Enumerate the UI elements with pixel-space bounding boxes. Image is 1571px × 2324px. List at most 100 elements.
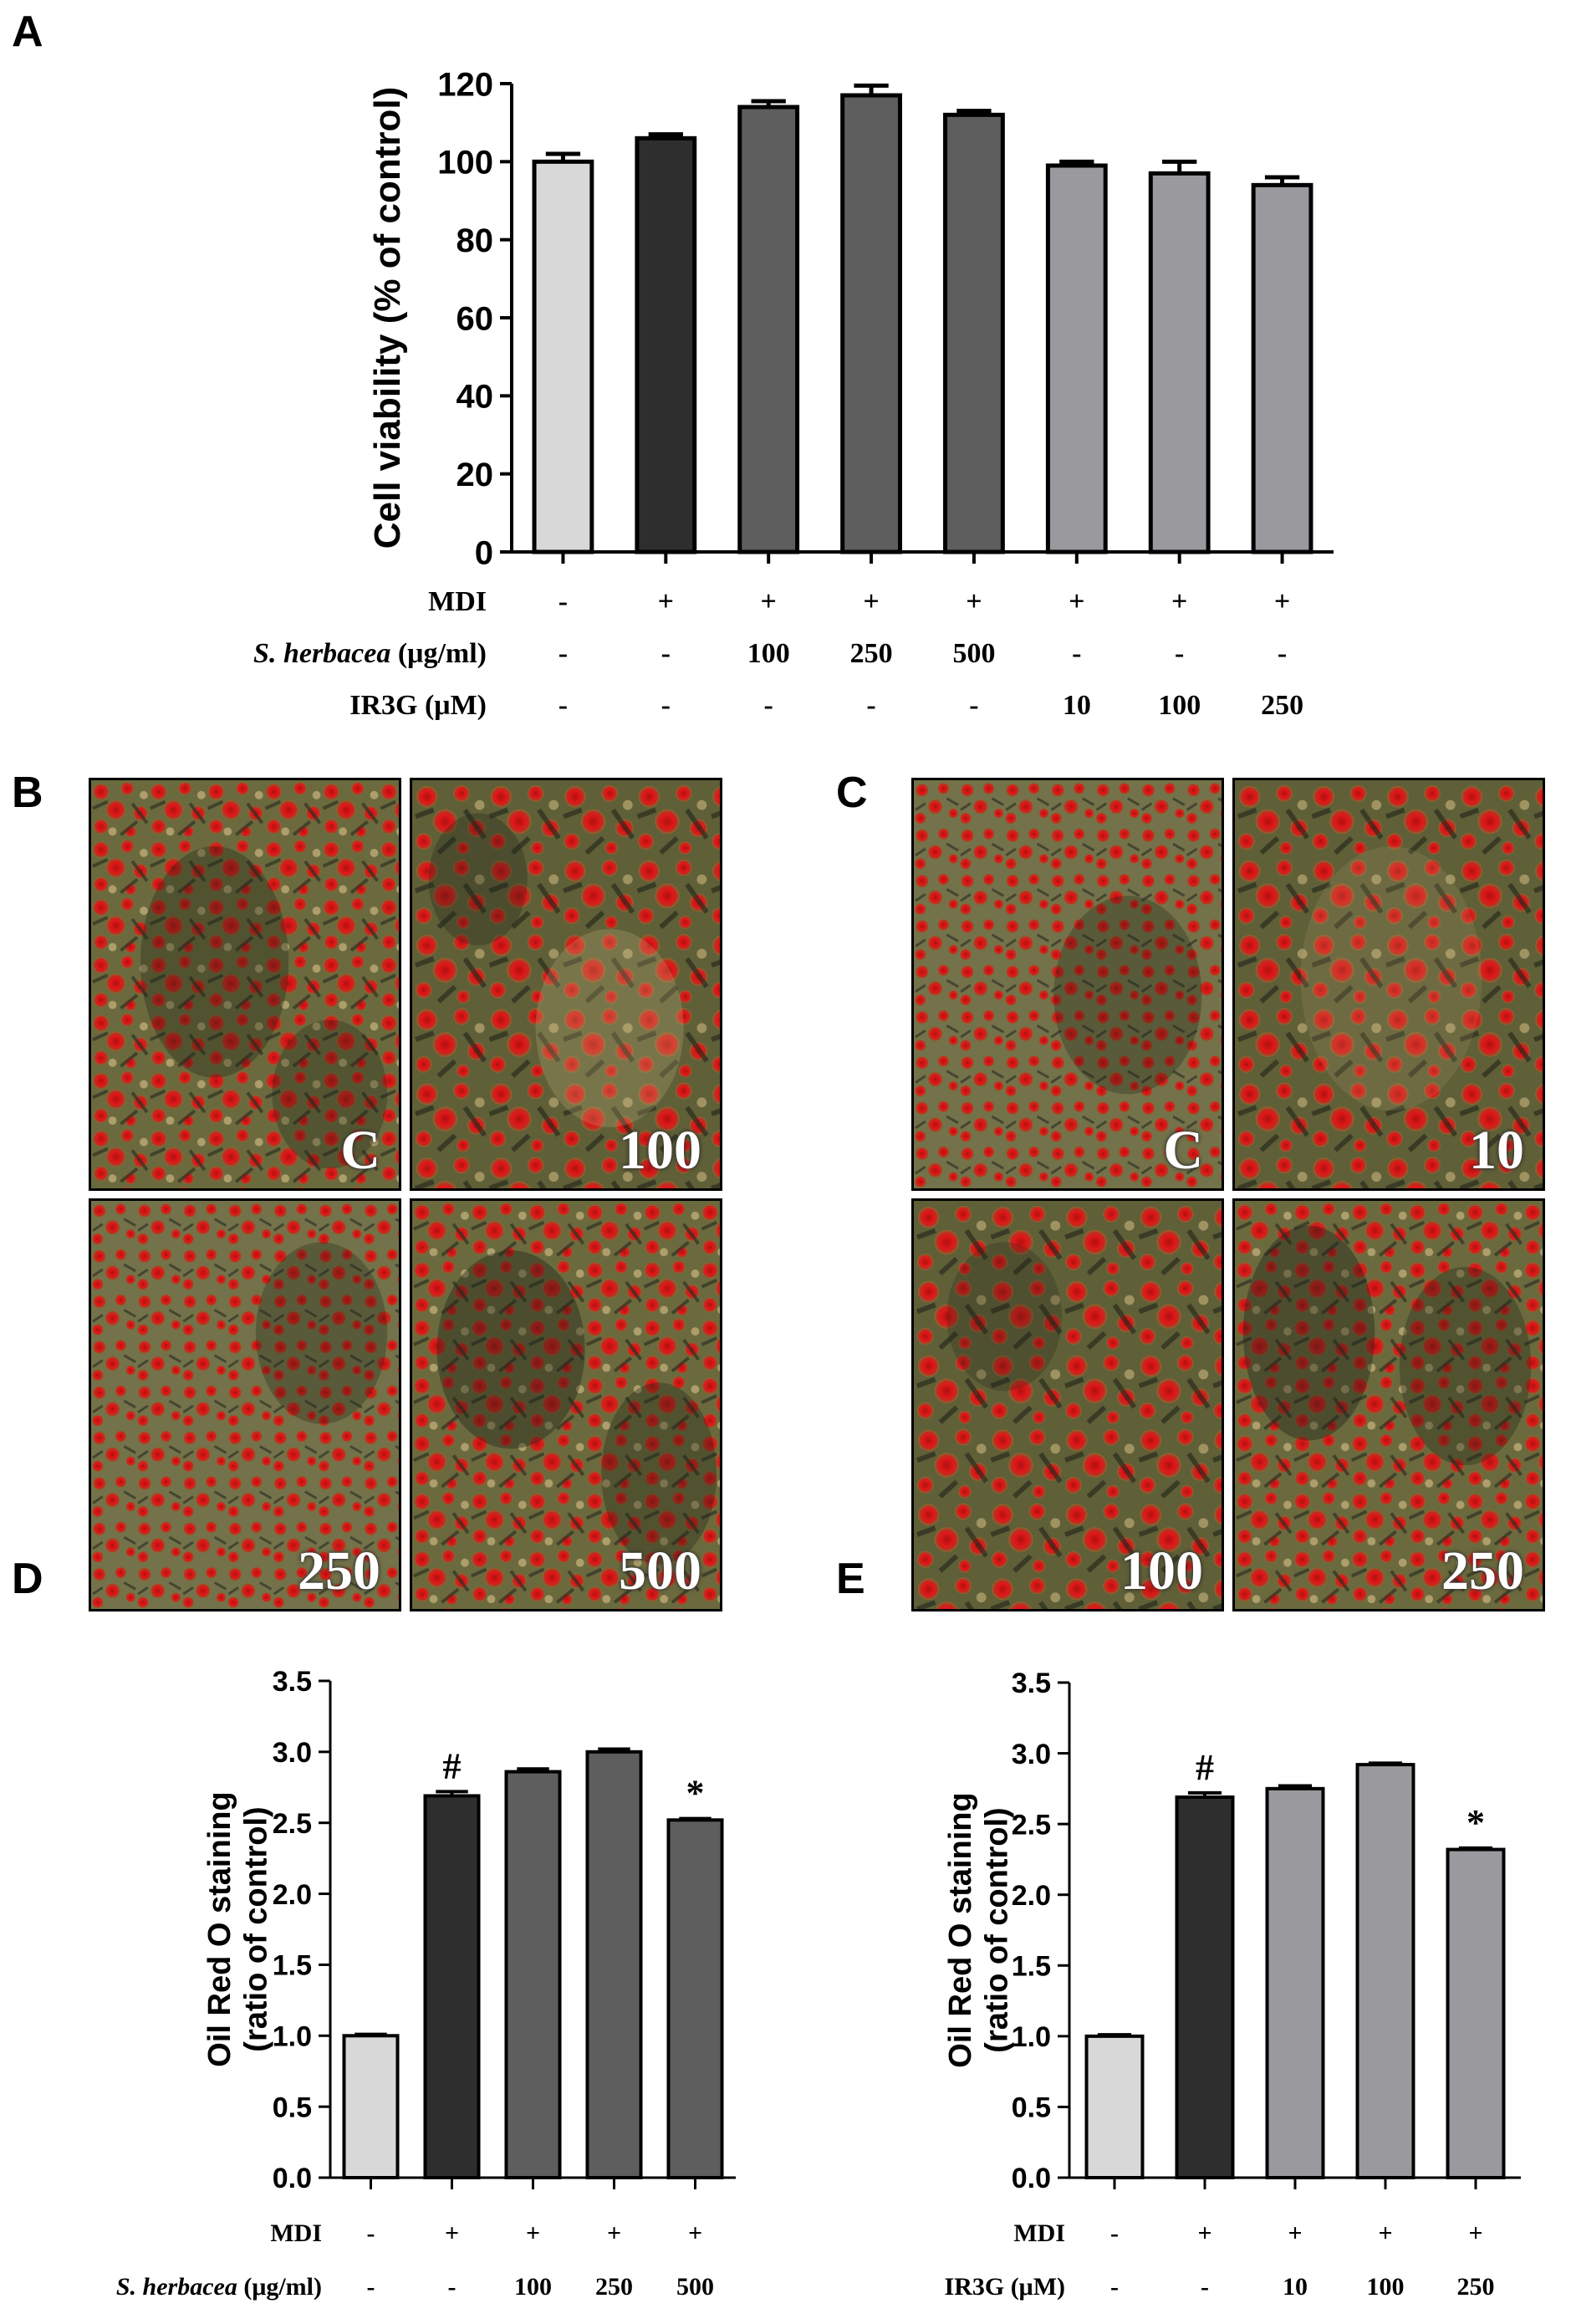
y-tick-label: 0.0	[273, 2163, 312, 2194]
y-tick-label: 0	[475, 534, 493, 571]
bar-1	[1084, 2034, 1145, 2179]
row-label-unit: (μg/ml)	[237, 2273, 322, 2301]
bar-7	[1148, 171, 1211, 554]
row-cell: -	[367, 2219, 375, 2247]
row-cell: +	[1468, 2219, 1482, 2247]
row-cell: -	[969, 690, 978, 721]
row-cell: +	[607, 2219, 621, 2247]
row-label-1: MDI	[1013, 2219, 1065, 2247]
bar-4	[585, 1749, 643, 2179]
row-cell: -	[1201, 2273, 1209, 2301]
row-label-italic: S. herbacea	[253, 638, 390, 669]
row-label-1: MDI	[270, 2219, 322, 2247]
y-tick-label: 2.5	[1012, 1809, 1051, 1841]
row-cell: -	[559, 690, 568, 721]
bar-8	[1251, 182, 1313, 554]
significance-mark-2: #	[443, 1745, 462, 1786]
panel-label-b: B	[12, 769, 43, 817]
row-cell: +	[1274, 586, 1290, 617]
bar-5	[666, 1818, 724, 2179]
row-cell: -	[1175, 638, 1184, 669]
y-tick-label: 1.5	[273, 1950, 312, 1982]
row-label-2: S. herbacea (μg/ml)	[116, 2273, 322, 2301]
panel-label-a: A	[12, 8, 43, 56]
y-axis-label: Cell viability (% of control)	[367, 87, 408, 549]
y-tick-label: 40	[457, 379, 494, 416]
y-axis-label-line2: (ratio of control)	[239, 1806, 274, 2051]
micrograph-b-2: 100	[410, 778, 722, 1191]
micrograph-b-1-label: C	[340, 1120, 380, 1181]
y-tick-label: 80	[457, 222, 494, 259]
row-label-italic: S. herbacea	[116, 2273, 237, 2301]
row-cell: 250	[1457, 2273, 1495, 2301]
micrograph-c-1: C	[911, 778, 1224, 1191]
y-tick-label: 100	[437, 145, 493, 181]
y-tick-label: 2.0	[1012, 1880, 1051, 1912]
row-cell: -	[661, 638, 671, 669]
y-tick-label: 1.0	[1012, 2021, 1051, 2053]
row-cell: 10	[1283, 2273, 1308, 2301]
row-label-2: S. herbacea (μg/ml)	[253, 638, 487, 669]
row-cell: 100	[1367, 2273, 1405, 2301]
bar-4	[840, 93, 902, 554]
row-cell: -	[1278, 638, 1287, 669]
panel-label-d: D	[12, 1555, 43, 1603]
panel-label-e: E	[836, 1555, 865, 1603]
y-tick-label: 3.0	[273, 1737, 312, 1769]
y-axis-label-line1: Oil Red O staining	[943, 1792, 978, 2067]
micrograph-c-3: 100	[911, 1198, 1224, 1611]
y-tick-label: 0.5	[273, 2092, 312, 2123]
row-cell: +	[863, 586, 879, 617]
micrograph-b-2-label: 100	[619, 1120, 701, 1181]
micrograph-c-4: 250	[1232, 1198, 1545, 1611]
panel-label-c: C	[836, 769, 868, 817]
bar-2	[1175, 1795, 1235, 2179]
row-cell: -	[559, 638, 568, 669]
micrograph-b-4: 500	[410, 1198, 722, 1611]
row-label-3: IR3G (μM)	[349, 690, 487, 721]
row-cell: +	[445, 2219, 459, 2247]
row-cell: -	[1110, 2219, 1119, 2247]
y-tick-label: 1.0	[273, 2021, 312, 2053]
y-tick-label: 1.5	[1012, 1951, 1051, 1983]
row-label-1: MDI	[428, 586, 487, 617]
micrograph-c-2-label: 10	[1469, 1120, 1524, 1181]
row-cell: 100	[1158, 690, 1201, 721]
bar-1	[532, 159, 594, 554]
bar-2	[423, 1794, 481, 2179]
row-cell: -	[1072, 638, 1081, 669]
row-cell: +	[1288, 2219, 1302, 2247]
row-cell: +	[1197, 2219, 1211, 2247]
chart-e: 0.0 0.5 1.0 1.5 2.0 2.5 3.0 3.5 # * Oil Red O stai…	[943, 1668, 1521, 2301]
row-label-unit: (μg/ml)	[390, 638, 487, 669]
row-cell: +	[1378, 2219, 1392, 2247]
micrograph-b-3-label: 250	[298, 1540, 380, 1601]
y-tick-label: 2.0	[273, 1879, 312, 1911]
row-cell: +	[526, 2219, 540, 2247]
bar-5	[1446, 1847, 1506, 2179]
row-cell: +	[1069, 586, 1084, 617]
row-cell: +	[966, 586, 982, 617]
micrograph-b-4-label: 500	[619, 1540, 701, 1601]
bar-6	[1045, 163, 1108, 554]
significance-mark-5: *	[686, 1773, 705, 1814]
y-tick-label: 0.0	[1012, 2163, 1051, 2194]
row-label-2: IR3G (μM)	[945, 2273, 1065, 2301]
micrograph-c-2: 10	[1232, 778, 1545, 1191]
y-tick-label: 120	[437, 66, 493, 103]
bar-3	[504, 1770, 562, 2179]
row-cell: 250	[1261, 690, 1303, 721]
micrograph-c-1-label: C	[1163, 1120, 1203, 1181]
bar-2	[635, 135, 697, 554]
row-cell: 250	[850, 638, 893, 669]
row-cell: -	[559, 586, 568, 617]
y-tick-label: 20	[457, 457, 494, 493]
y-tick-label: 0.5	[1012, 2092, 1051, 2124]
bar-4	[1355, 1763, 1415, 2180]
row-cell: -	[448, 2273, 457, 2301]
row-cell: 250	[595, 2273, 633, 2301]
chart-a: 0 20 40 60 80 100 120 Cell viability (% of cont…	[253, 66, 1334, 721]
y-tick-label: 60	[457, 300, 494, 337]
row-cell: 10	[1063, 690, 1091, 721]
row-cell: -	[367, 2273, 375, 2301]
